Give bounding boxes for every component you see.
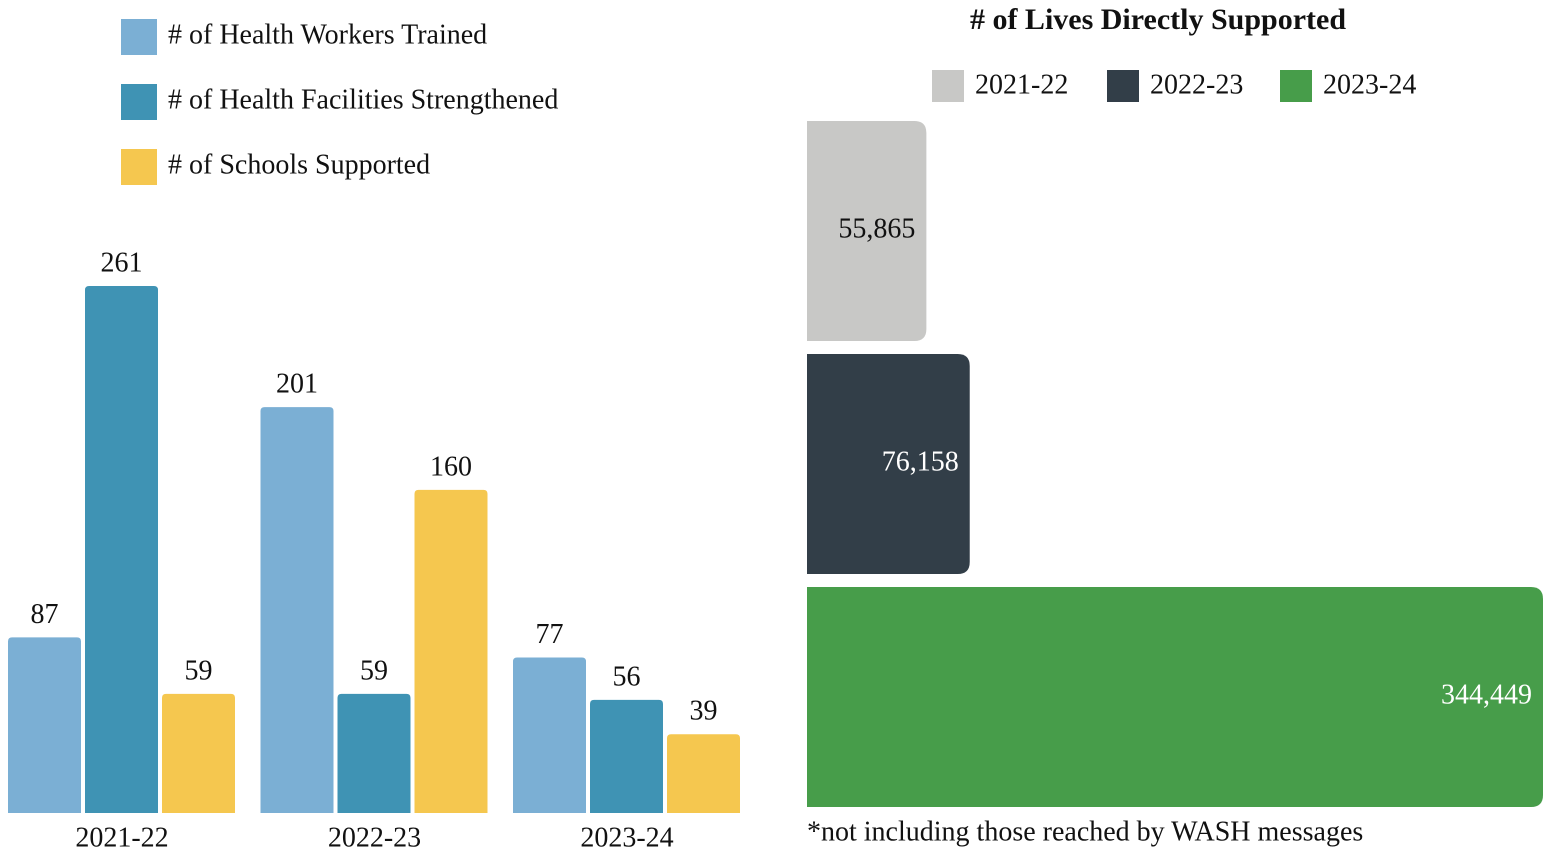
value-label: 77 <box>536 619 564 650</box>
value-label: 59 <box>185 655 213 686</box>
bar <box>590 699 663 813</box>
legend-label: # of Health Workers Trained <box>168 19 487 50</box>
bar <box>260 407 334 813</box>
x-tick-label: 2023-24 <box>580 822 673 853</box>
value-label: 344,449 <box>1441 679 1532 710</box>
bar <box>667 734 740 813</box>
value-label: 87 <box>31 599 59 630</box>
value-label: 160 <box>430 451 472 482</box>
legend-swatch <box>932 70 964 102</box>
legend-label: # of Schools Supported <box>168 149 430 180</box>
bar <box>513 657 586 813</box>
legend-label: 2023-24 <box>1323 69 1416 100</box>
legend-swatch <box>121 149 157 185</box>
value-label: 39 <box>690 696 718 727</box>
legend-label: 2021-22 <box>975 69 1068 100</box>
bar <box>85 286 158 813</box>
footnote: *not including those reached by WASH mes… <box>807 816 1363 847</box>
x-tick-label: 2022-23 <box>328 822 421 853</box>
value-label: 55,865 <box>838 213 915 244</box>
bar <box>807 354 970 574</box>
bar <box>414 489 488 813</box>
chart-title: # of Lives Directly Supported <box>970 3 1346 36</box>
value-label: 76,158 <box>882 446 959 477</box>
value-label: 59 <box>360 655 388 686</box>
bar <box>337 693 411 813</box>
x-tick-label: 2021-22 <box>75 822 168 853</box>
bar <box>8 637 81 813</box>
value-label: 56 <box>613 661 641 692</box>
legend-label: 2022-23 <box>1150 69 1243 100</box>
value-label: 261 <box>101 247 143 278</box>
legend-swatch <box>121 84 157 120</box>
legend-swatch <box>121 19 157 55</box>
bar <box>162 693 235 813</box>
legend-swatch <box>1280 70 1312 102</box>
bar <box>807 587 1543 807</box>
bar <box>807 121 927 341</box>
legend-label: # of Health Facilities Strengthened <box>168 84 558 115</box>
value-label: 201 <box>276 369 318 400</box>
legend-swatch <box>1107 70 1139 102</box>
